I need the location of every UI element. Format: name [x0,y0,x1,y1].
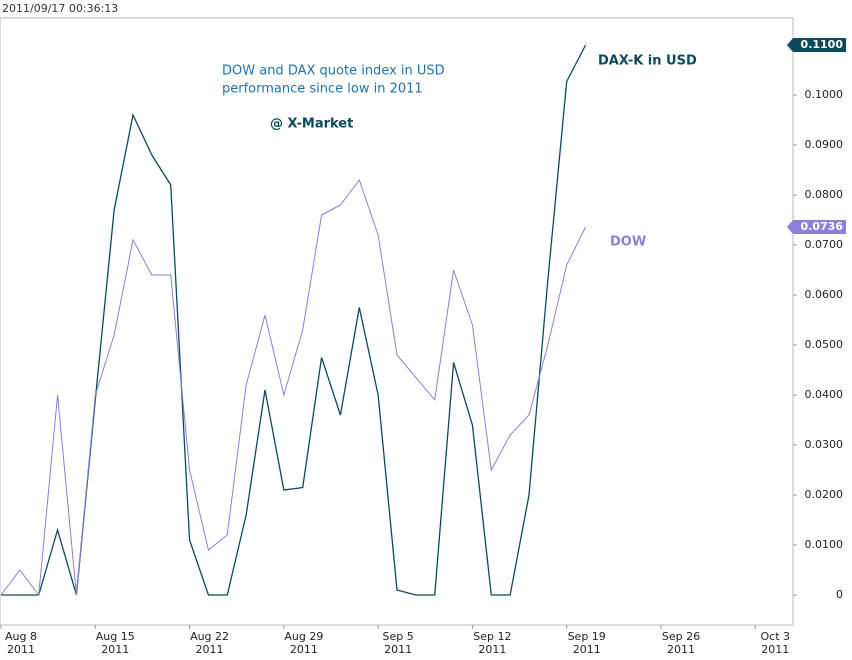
y-tick-label: 0 [836,588,843,601]
x-tick-label: Sep 5 2011 [382,630,414,656]
x-tick-label: Aug 15 2011 [95,630,135,656]
legend-label: DOW [610,235,646,250]
x-tick-label: Aug 29 2011 [284,630,324,656]
x-tick-label: Sep 19 2011 [567,630,606,656]
y-tick-label: 0.0900 [805,138,844,151]
y-tick-label: 0.0200 [805,488,844,501]
y-tick-label: 0.0300 [805,438,844,451]
y-tick-label: 0.0400 [805,388,844,401]
x-tick-label: Aug 22 2011 [190,630,230,656]
x-tick-label: Sep 26 2011 [661,630,701,656]
y-tick-label: 0.1000 [805,88,844,101]
y-tick-label: 0.0700 [805,238,844,251]
timestamp: 2011/09/17 00:36:13 [2,2,118,15]
chart-title: performance since low in 2011 [222,82,423,97]
plot-frame [0,17,794,626]
price-tag [787,220,846,234]
legend-label: DAX-K in USD [598,54,697,69]
y-tick-label: 0.0600 [805,288,844,301]
y-tick-label: 0.0800 [805,188,844,201]
series-line [0,178,587,597]
annotation: @ X-Market [270,117,353,132]
y-tick-label: 0.0100 [805,538,844,551]
price-tag-label: 0.0736 [801,220,844,233]
price-tag [787,38,846,52]
price-tag-label: 0.1100 [801,38,844,51]
x-tick-label: Oct 3 2011 [760,630,791,656]
series-line [1,44,587,596]
x-tick-label: Sep 12 2011 [473,630,512,656]
chart-title: DOW and DAX quote index in USD [222,64,445,79]
x-tick-label: Aug 8 2011 [5,630,37,656]
y-tick-label: 0.0500 [805,338,844,351]
